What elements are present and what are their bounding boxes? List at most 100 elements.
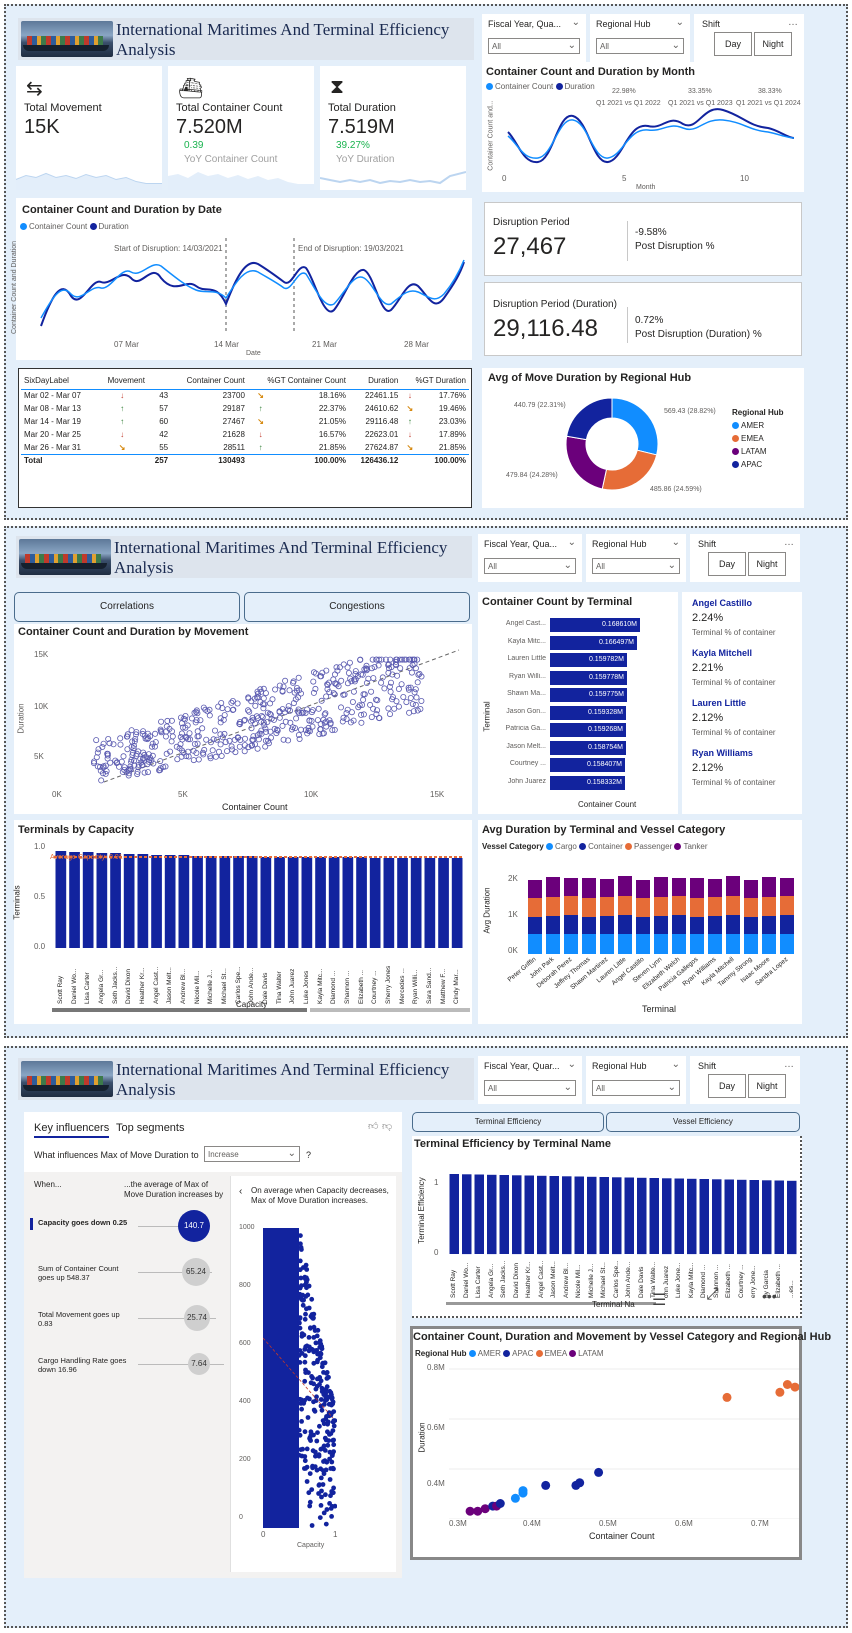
influencer-text: Total Movement goes up 0.83 <box>38 1310 120 1328</box>
date-line-chart[interactable]: Container Count and Duration by Date Con… <box>11 198 472 360</box>
tab-top-segments[interactable]: Top segments <box>116 1122 185 1134</box>
scatter-point <box>296 687 303 694</box>
scatter-point <box>375 715 382 722</box>
fiscal-year-dropdown[interactable]: All ⌄ <box>484 558 576 574</box>
table-row[interactable]: Mar 26 - Mar 31 ↘ 55 28511 ↑ 21.85% 27624.87 ↘ 2… <box>21 441 469 454</box>
focus-mode-icon[interactable]: ⤢ <box>706 1286 719 1303</box>
capacity-bar <box>82 852 94 948</box>
night-button[interactable]: Night <box>754 32 792 56</box>
shift-slicer[interactable]: Shift… Day Night <box>690 534 800 582</box>
regional-hub-slicer[interactable]: Regional Hub ⌄ All ⌄ <box>586 534 686 582</box>
table-row[interactable]: Mar 02 - Mar 07 ↓ 43 23700 ↘ 18.16% 22461.15 ↓ 1… <box>21 389 469 402</box>
detail-y-tick: 400 <box>239 1398 251 1405</box>
scatter-point <box>374 707 381 714</box>
influencer-row[interactable]: Cargo Handling Rate goes down 16.96 7.64 <box>30 1350 226 1390</box>
table-row[interactable]: Mar 08 - Mar 13 ↑ 57 29187 ↑ 22.37% 24610.62 ↘ 1… <box>21 402 469 415</box>
fiscal-year-slicer[interactable]: Fiscal Year, Qua... ⌄ All ⌄ <box>482 14 586 62</box>
detail-point <box>308 1325 313 1331</box>
stack-segment <box>744 934 758 954</box>
influencer-row[interactable]: Sum of Container Count goes up 548.37 65.… <box>30 1258 226 1298</box>
day-button[interactable]: Day <box>708 552 746 576</box>
scatter-point <box>387 679 394 686</box>
capacity-bar-chart[interactable]: Terminals by Capacity Terminals 1.0 0.5 … <box>13 820 472 1024</box>
regional-hub-slicer[interactable]: Regional Hub ⌄ All ⌄ <box>586 1056 686 1104</box>
stack-segment <box>600 897 614 916</box>
detail-point <box>311 1407 317 1413</box>
shift-slicer[interactable]: Shift… Day Night <box>694 14 804 62</box>
table-row[interactable]: Mar 14 - Mar 19 ↑ 60 27467 ↘ 21.05% 29116.48 ↑ 2… <box>21 415 469 428</box>
tab-congestions[interactable]: Congestions <box>244 592 470 622</box>
six-day-table[interactable]: SixDayLabel Movement Container Count %GT Co… <box>18 368 472 508</box>
regional-hub-dropdown[interactable]: All ⌄ <box>596 38 684 54</box>
title-banner: International Maritimes And Terminal Eff… <box>16 536 472 578</box>
stack-segment <box>546 934 560 954</box>
detail-point <box>303 1466 308 1471</box>
detail-y-tick: 200 <box>239 1456 251 1463</box>
fiscal-year-slicer[interactable]: Fiscal Year, Qua... ⌄ All ⌄ <box>478 534 582 582</box>
scatter-point <box>292 696 299 703</box>
scatter-point <box>288 726 295 733</box>
day-button[interactable]: Day <box>708 1074 746 1098</box>
scatter-point <box>152 730 159 737</box>
detail-point <box>317 1382 322 1387</box>
detail-point <box>300 1302 306 1308</box>
regional-hub-dropdown[interactable]: All ⌄ <box>592 1080 680 1096</box>
terminal-bar-chart[interactable]: Container Count by Terminal Terminal Ang… <box>478 592 678 814</box>
terminal-efficiency-chart[interactable]: Terminal Efficiency by Terminal Name Ter… <box>412 1136 802 1318</box>
bubble-point <box>575 1478 585 1488</box>
thumbs-down-icon[interactable]: 👎︎ <box>382 1121 393 1132</box>
bubble-scatter-chart[interactable]: Container Count, Duration and Movement b… <box>410 1326 831 1560</box>
scatter-point <box>99 744 106 751</box>
back-chevron-icon[interactable]: ‹ <box>239 1186 243 1197</box>
month-line-chart[interactable]: Container Count and Duration by Month Co… <box>482 62 804 192</box>
fiscal-year-slicer[interactable]: Fiscal Year, Quar... ⌄ All ⌄ <box>478 1056 582 1104</box>
shift-slicer[interactable]: Shift… Day Night <box>690 1056 800 1104</box>
influencer-row[interactable]: Total Movement goes up 0.83 25.74 <box>30 1304 226 1344</box>
detail-point <box>314 1333 320 1339</box>
night-button[interactable]: Night <box>748 1074 786 1098</box>
key-influencers-visual[interactable]: Key influencers Top segments 👍︎ 👎︎ What … <box>24 1112 402 1578</box>
stacked-bar-chart[interactable]: Avg Duration by Terminal and Vessel Cate… <box>478 820 802 1024</box>
fiscal-year-dropdown[interactable]: All ⌄ <box>484 1080 576 1096</box>
tab-correlations[interactable]: Correlations <box>14 592 240 622</box>
detail-point <box>313 1340 319 1346</box>
efficiency-label: Daniel Wo... <box>462 1262 470 1298</box>
increase-dropdown[interactable]: Increase ⌄ <box>204 1146 300 1162</box>
thumbs-up-icon[interactable]: 👍︎ <box>368 1121 379 1132</box>
detail-point <box>302 1429 308 1435</box>
detail-point <box>297 1325 303 1331</box>
scatter-chart[interactable]: Container Count and Duration by Movement… <box>14 624 472 814</box>
day-button[interactable]: Day <box>714 32 752 56</box>
scatter-point <box>282 718 289 725</box>
efficiency-label: Scott Ray <box>450 1269 458 1298</box>
influencer-text: Cargo Handling Rate goes down 16.96 <box>38 1356 127 1374</box>
scatter-point <box>412 665 419 672</box>
donut-chart[interactable]: Avg of Move Duration by Regional Hub 440… <box>482 368 804 508</box>
detail-point <box>297 1291 303 1297</box>
more-options-icon[interactable]: ••• <box>762 1288 777 1304</box>
detail-point <box>324 1370 330 1375</box>
tab-terminal-efficiency[interactable]: Terminal Efficiency <box>412 1112 604 1132</box>
tab-key-influencers[interactable]: Key influencers <box>34 1122 110 1138</box>
scatter-point <box>103 768 110 775</box>
table-cell: 57 <box>159 404 169 413</box>
fiscal-year-dropdown[interactable]: All ⌄ <box>488 38 580 54</box>
detail-point <box>299 1331 305 1336</box>
stack-segment <box>654 897 668 916</box>
scatter-point <box>100 763 107 770</box>
influencer-row[interactable]: Capacity goes down 0.25 140.7 <box>30 1210 226 1252</box>
tab-vessel-efficiency[interactable]: Vessel Efficiency <box>606 1112 800 1132</box>
efficiency-bar <box>487 1174 497 1255</box>
influencer-bubble: 25.74 <box>184 1305 210 1331</box>
scatter-point <box>110 741 117 748</box>
regional-hub-slicer[interactable]: Regional Hub ⌄ All ⌄ <box>590 14 690 62</box>
filter-icon[interactable]: ☰ <box>652 1292 667 1309</box>
scatter-point <box>387 656 394 663</box>
detail-point <box>299 1406 304 1412</box>
night-button[interactable]: Night <box>748 552 786 576</box>
scatter-point <box>249 714 256 721</box>
regional-hub-dropdown[interactable]: All ⌄ <box>592 558 680 574</box>
table-row[interactable]: Mar 20 - Mar 25 ↓ 42 21628 ↓ 16.57% 22623.01 ↓ 1… <box>21 428 469 441</box>
influencer-text: Sum of Container Count goes up 548.37 <box>38 1264 119 1282</box>
efficiency-bars <box>449 1174 797 1255</box>
